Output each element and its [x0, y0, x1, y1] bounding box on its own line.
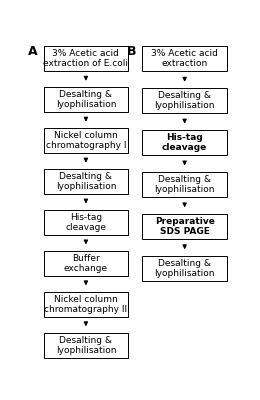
- Text: His-tag
cleavage: His-tag cleavage: [162, 133, 207, 152]
- FancyBboxPatch shape: [142, 256, 227, 280]
- Text: Desalting &
lyophilisation: Desalting & lyophilisation: [56, 172, 116, 191]
- Text: Desalting &
lyophilisation: Desalting & lyophilisation: [56, 336, 116, 355]
- FancyBboxPatch shape: [44, 169, 128, 194]
- FancyBboxPatch shape: [44, 128, 128, 153]
- FancyBboxPatch shape: [44, 210, 128, 235]
- Text: Nickel column
chromatography I: Nickel column chromatography I: [46, 131, 126, 150]
- FancyBboxPatch shape: [142, 46, 227, 71]
- Text: 3% Acetic acid
extraction of E.coli: 3% Acetic acid extraction of E.coli: [43, 49, 128, 68]
- Text: His-tag
cleavage: His-tag cleavage: [66, 213, 106, 232]
- FancyBboxPatch shape: [142, 172, 227, 197]
- Text: Desalting &
lyophilisation: Desalting & lyophilisation: [154, 258, 215, 278]
- Text: B: B: [127, 45, 136, 58]
- FancyBboxPatch shape: [44, 333, 128, 358]
- FancyBboxPatch shape: [142, 88, 227, 113]
- Text: A: A: [28, 45, 37, 58]
- Text: Desalting &
lyophilisation: Desalting & lyophilisation: [154, 175, 215, 194]
- Text: 3% Acetic acid
extraction: 3% Acetic acid extraction: [151, 49, 218, 68]
- FancyBboxPatch shape: [142, 130, 227, 155]
- Text: Desalting &
lyophilisation: Desalting & lyophilisation: [154, 91, 215, 110]
- FancyBboxPatch shape: [142, 214, 227, 239]
- Text: Preparative
SDS PAGE: Preparative SDS PAGE: [155, 217, 214, 236]
- Text: Nickel column
chromatography II: Nickel column chromatography II: [44, 294, 127, 314]
- Text: Buffer
exchange: Buffer exchange: [64, 254, 108, 273]
- FancyBboxPatch shape: [44, 87, 128, 112]
- FancyBboxPatch shape: [44, 292, 128, 317]
- Text: Desalting &
lyophilisation: Desalting & lyophilisation: [56, 90, 116, 110]
- FancyBboxPatch shape: [44, 251, 128, 276]
- FancyBboxPatch shape: [44, 46, 128, 71]
